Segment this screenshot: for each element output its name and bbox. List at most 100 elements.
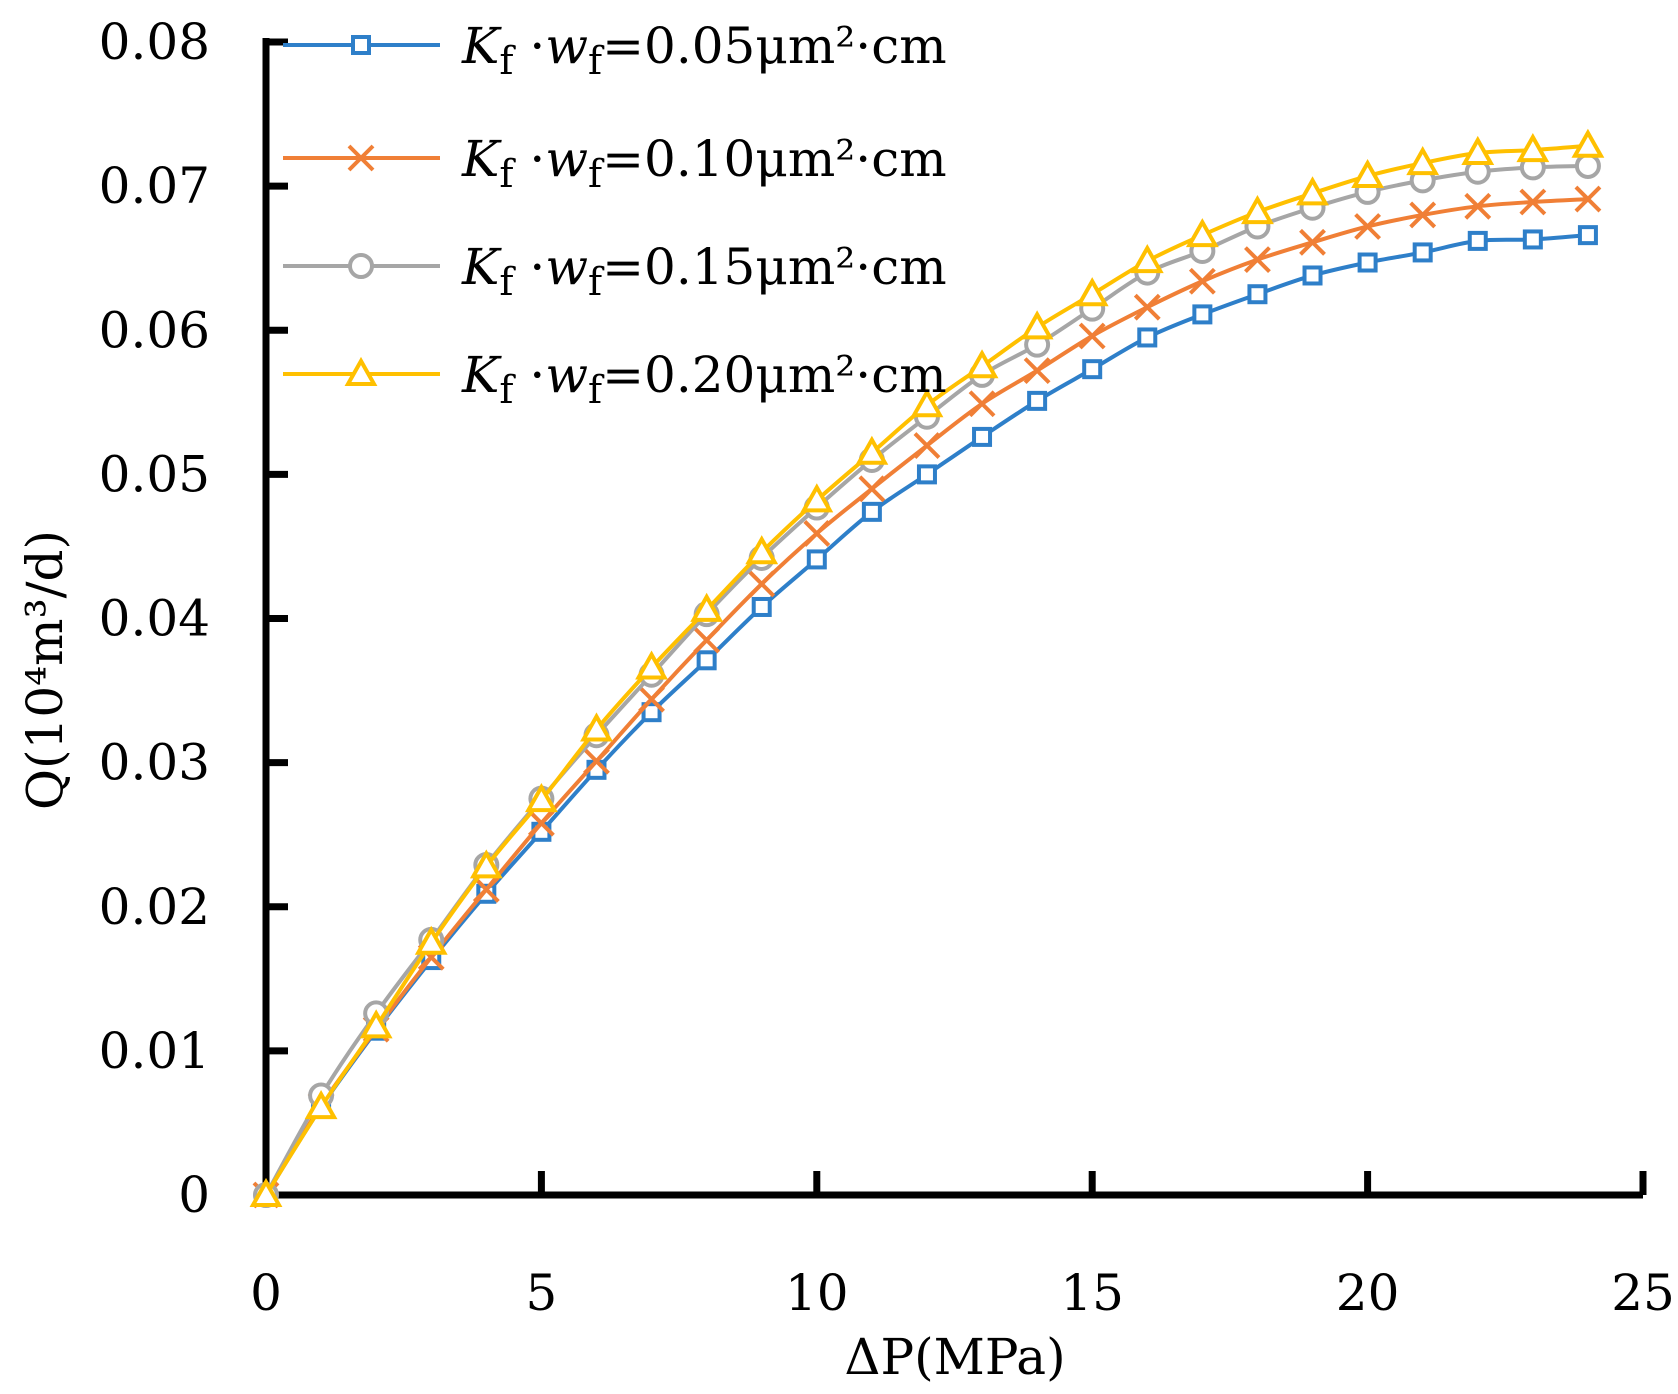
data-point [1461, 135, 1495, 165]
data-point [910, 388, 944, 418]
axis-titles: ΔP(MPa) Q(10⁴m³/d) [16, 530, 1066, 1386]
legend-dot: · [513, 346, 545, 404]
legend-k: K [461, 238, 502, 296]
data-point [968, 390, 996, 418]
data-point [1130, 244, 1164, 274]
x-tick-label: 25 [1611, 1264, 1675, 1322]
x-axis-title: ΔP(MPa) [844, 1328, 1065, 1386]
data-point [1516, 133, 1550, 163]
legend-value: =0.15μm²·cm [602, 238, 946, 296]
data-point [472, 876, 500, 903]
legend-value: =0.05μm²·cm [602, 17, 946, 75]
data-point [359, 1009, 393, 1039]
x-tick-label: 15 [1060, 1264, 1124, 1322]
data-point [745, 535, 779, 565]
legend-k: K [461, 346, 502, 404]
data-point [635, 650, 668, 680]
y-tick-label: 0.04 [99, 590, 210, 648]
y-tick-label: 0.08 [99, 13, 210, 71]
data-point [1574, 185, 1602, 213]
data-point [858, 475, 886, 503]
data-point [1078, 322, 1106, 350]
data-point [1133, 293, 1161, 321]
legend-item: Kf ·wf=0.10μm²·cm [283, 130, 947, 196]
legend-label: Kf ·wf=0.05μm²·cm [461, 17, 947, 83]
series-4 [249, 128, 1605, 1207]
series-line [264, 163, 1588, 1196]
data-point [1406, 146, 1440, 176]
legend-k: K [461, 17, 502, 75]
legend-marker [347, 144, 375, 172]
legend-marker [344, 356, 378, 386]
legend-item: Kf ·wf=0.20μm²·cm [283, 346, 947, 412]
data-point [1357, 252, 1378, 273]
data-point [414, 925, 448, 955]
data-point [1302, 265, 1323, 286]
data-point [1185, 218, 1219, 248]
y-tick-label: 0.03 [99, 734, 210, 792]
y-tick-label: 0.07 [99, 157, 210, 215]
y-axis-title: Q(10⁴m³/d) [16, 530, 74, 810]
data-point [249, 1177, 283, 1207]
series-line [264, 143, 1589, 1197]
series-layer [249, 128, 1605, 1209]
legend-k-sub: f [499, 152, 516, 196]
data-point [1571, 128, 1605, 158]
data-point [1296, 176, 1329, 206]
legend-k-sub: f [499, 39, 516, 83]
data-point [580, 712, 613, 742]
data-point [469, 849, 503, 879]
data-point [1241, 195, 1274, 225]
legend-item: Kf ·wf=0.05μm²·cm [283, 17, 947, 83]
data-point [972, 426, 993, 447]
axes: 0 5 10 15 20 25 0 0.01 0.02 0.03 0.04 0.05 0.06 0.07 0… [99, 13, 1675, 1322]
legend-k-sub: f [499, 260, 516, 304]
y-tick-label: 0.05 [99, 445, 210, 503]
data-point [916, 464, 937, 485]
x-tick-label: 0 [250, 1264, 282, 1322]
data-point [1522, 229, 1543, 250]
data-point [748, 570, 776, 598]
data-point [800, 483, 834, 513]
y-tick-label: 0 [178, 1166, 210, 1224]
data-point [1409, 201, 1437, 229]
legend-k-sub: f [499, 368, 516, 412]
data-point [1467, 230, 1488, 251]
x-tick-label: 10 [785, 1264, 849, 1322]
data-point [1244, 246, 1271, 274]
x-tick-label: 20 [1336, 1264, 1400, 1322]
data-point [1247, 284, 1268, 305]
legend-k: K [461, 130, 502, 188]
legend-w: w [545, 130, 588, 188]
y-tick-label: 0.02 [99, 878, 210, 936]
data-point [690, 592, 724, 622]
data-point [803, 520, 831, 547]
legend-w-sub: f [588, 368, 605, 412]
y-tick-label: 0.01 [99, 1022, 210, 1080]
data-point [1519, 188, 1547, 216]
data-point [476, 883, 497, 904]
data-point [696, 650, 717, 671]
x-tick-label: 5 [525, 1264, 557, 1322]
legend-w-sub: f [588, 39, 605, 83]
data-point [641, 702, 662, 723]
data-point [1082, 359, 1103, 380]
data-point [1351, 158, 1385, 189]
data-point [638, 685, 665, 713]
legend-label: Kf ·wf=0.20μm²·cm [461, 346, 947, 412]
legend-w-sub: f [588, 152, 605, 196]
data-point [527, 809, 555, 837]
data-point [855, 435, 889, 465]
legend-marker [351, 35, 371, 55]
data-point [1192, 304, 1213, 325]
data-point [1027, 390, 1048, 411]
data-point [1020, 310, 1054, 340]
data-point [693, 626, 721, 654]
legend-dot: · [513, 130, 545, 188]
data-point [1075, 277, 1109, 307]
legend-label: Kf ·wf=0.10μm²·cm [461, 130, 947, 196]
legend-dot: · [513, 238, 545, 296]
data-point [524, 783, 558, 813]
